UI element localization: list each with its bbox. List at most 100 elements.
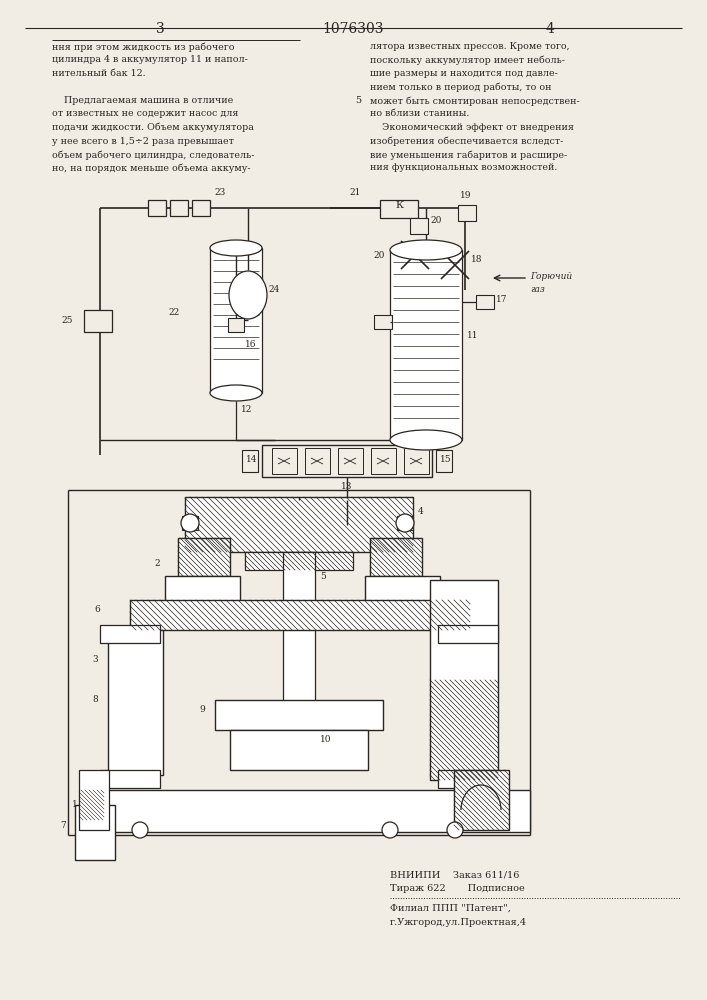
Text: но вблизи станины.: но вблизи станины. — [370, 109, 469, 118]
Bar — [283, 552, 315, 702]
Bar — [371, 448, 396, 474]
Text: 5: 5 — [355, 96, 361, 105]
Bar — [438, 625, 498, 643]
Bar — [148, 200, 166, 216]
Text: 14: 14 — [245, 456, 257, 464]
Bar — [370, 538, 422, 576]
Text: 25: 25 — [62, 316, 73, 325]
Text: ння при этом жидкость из рабочего: ння при этом жидкость из рабочего — [52, 42, 235, 51]
Ellipse shape — [210, 240, 262, 256]
Text: газ: газ — [530, 285, 545, 294]
Bar — [192, 200, 210, 216]
Text: лятора известных прессов. Кроме того,: лятора известных прессов. Кроме того, — [370, 42, 570, 51]
Bar — [440, 630, 495, 775]
Bar — [262, 445, 432, 477]
Text: 8: 8 — [92, 696, 98, 704]
Bar — [390, 250, 462, 440]
Bar — [178, 538, 230, 576]
Bar — [230, 730, 368, 770]
Text: подачи жидкости. Объем аккумулятора: подачи жидкости. Объем аккумулятора — [52, 123, 254, 132]
Text: ВНИИПИ    Заказ 611/16: ВНИИПИ Заказ 611/16 — [390, 870, 520, 879]
Circle shape — [447, 822, 463, 838]
Bar — [404, 448, 429, 474]
Bar — [95, 790, 530, 832]
Bar — [165, 576, 240, 601]
Text: объем рабочего цилиндра, следователь-: объем рабочего цилиндра, следователь- — [52, 150, 255, 159]
Text: 4: 4 — [546, 22, 554, 36]
Bar — [100, 625, 160, 643]
Text: 12: 12 — [241, 405, 252, 414]
Text: 20: 20 — [373, 250, 385, 259]
Text: 4: 4 — [418, 507, 423, 516]
Text: шие размеры и находится под давле-: шие размеры и находится под давле- — [370, 69, 558, 78]
Circle shape — [396, 514, 414, 532]
Bar — [272, 448, 297, 474]
Text: 23: 23 — [214, 188, 226, 197]
Text: поскольку аккумулятор имеет неболь-: поскольку аккумулятор имеет неболь- — [370, 55, 565, 65]
Ellipse shape — [390, 240, 462, 260]
Bar — [108, 630, 163, 775]
Bar — [79, 770, 109, 830]
Ellipse shape — [390, 430, 462, 450]
Text: изобретения обеспечивается вследст-: изобретения обеспечивается вследст- — [370, 136, 563, 146]
Circle shape — [132, 822, 148, 838]
Bar — [170, 200, 188, 216]
Text: может быть смонтирован непосредствен-: может быть смонтирован непосредствен- — [370, 96, 580, 105]
Bar — [100, 770, 160, 788]
Ellipse shape — [229, 271, 267, 319]
Bar — [458, 205, 476, 221]
Bar — [228, 318, 244, 332]
Bar — [84, 310, 112, 332]
Text: 13: 13 — [341, 482, 353, 491]
Text: 17: 17 — [496, 295, 508, 304]
Text: Предлагаемая машина в отличие: Предлагаемая машина в отличие — [52, 96, 233, 105]
Text: 5: 5 — [320, 572, 326, 581]
Text: г.Ужгород,ул.Проектная,4: г.Ужгород,ул.Проектная,4 — [390, 918, 527, 927]
Text: 19: 19 — [460, 191, 472, 200]
Bar — [210, 248, 262, 393]
Text: Филиал ППП "Патент",: Филиал ППП "Патент", — [390, 904, 511, 913]
Text: Горючий: Горючий — [530, 272, 572, 281]
Bar — [242, 450, 258, 472]
Text: 3: 3 — [156, 22, 164, 36]
Text: 6: 6 — [94, 605, 100, 614]
Bar — [438, 770, 498, 788]
Text: от известных не содержит насос для: от известных не содержит насос для — [52, 109, 238, 118]
Bar — [436, 450, 452, 472]
Ellipse shape — [210, 385, 262, 401]
Text: 16: 16 — [245, 340, 257, 349]
Text: нием только в период работы, то он: нием только в период работы, то он — [370, 83, 551, 92]
Text: 24: 24 — [268, 286, 279, 294]
Bar — [305, 448, 330, 474]
Bar — [182, 516, 198, 530]
Bar — [365, 576, 440, 601]
Text: 20: 20 — [430, 216, 441, 225]
Bar — [215, 700, 383, 730]
Bar — [454, 770, 509, 830]
Text: К: К — [395, 201, 403, 210]
Bar — [374, 315, 392, 329]
Text: 21: 21 — [349, 188, 361, 197]
Bar — [185, 497, 413, 552]
Text: 18: 18 — [471, 255, 482, 264]
Bar — [397, 516, 413, 530]
Text: 7: 7 — [60, 820, 66, 830]
Bar — [380, 200, 418, 218]
Text: 22: 22 — [169, 308, 180, 317]
Bar — [410, 218, 428, 234]
Circle shape — [382, 822, 398, 838]
Bar — [130, 600, 470, 630]
Bar — [245, 552, 353, 570]
Bar — [476, 295, 494, 309]
Text: но, на порядок меньше объема аккуму-: но, на порядок меньше объема аккуму- — [52, 163, 250, 173]
Text: 2: 2 — [154, 558, 160, 568]
Text: 10: 10 — [320, 735, 332, 744]
Text: 3: 3 — [93, 656, 98, 664]
Bar — [75, 805, 115, 860]
Text: 9: 9 — [199, 706, 205, 714]
Text: 1: 1 — [72, 800, 78, 809]
Text: Экономический эффект от внедрения: Экономический эффект от внедрения — [370, 123, 574, 132]
Text: Тираж 622       Подписное: Тираж 622 Подписное — [390, 884, 525, 893]
Text: цилиндра 4 в аккумулятор 11 и напол-: цилиндра 4 в аккумулятор 11 и напол- — [52, 55, 248, 64]
Text: 1076303: 1076303 — [322, 22, 384, 36]
